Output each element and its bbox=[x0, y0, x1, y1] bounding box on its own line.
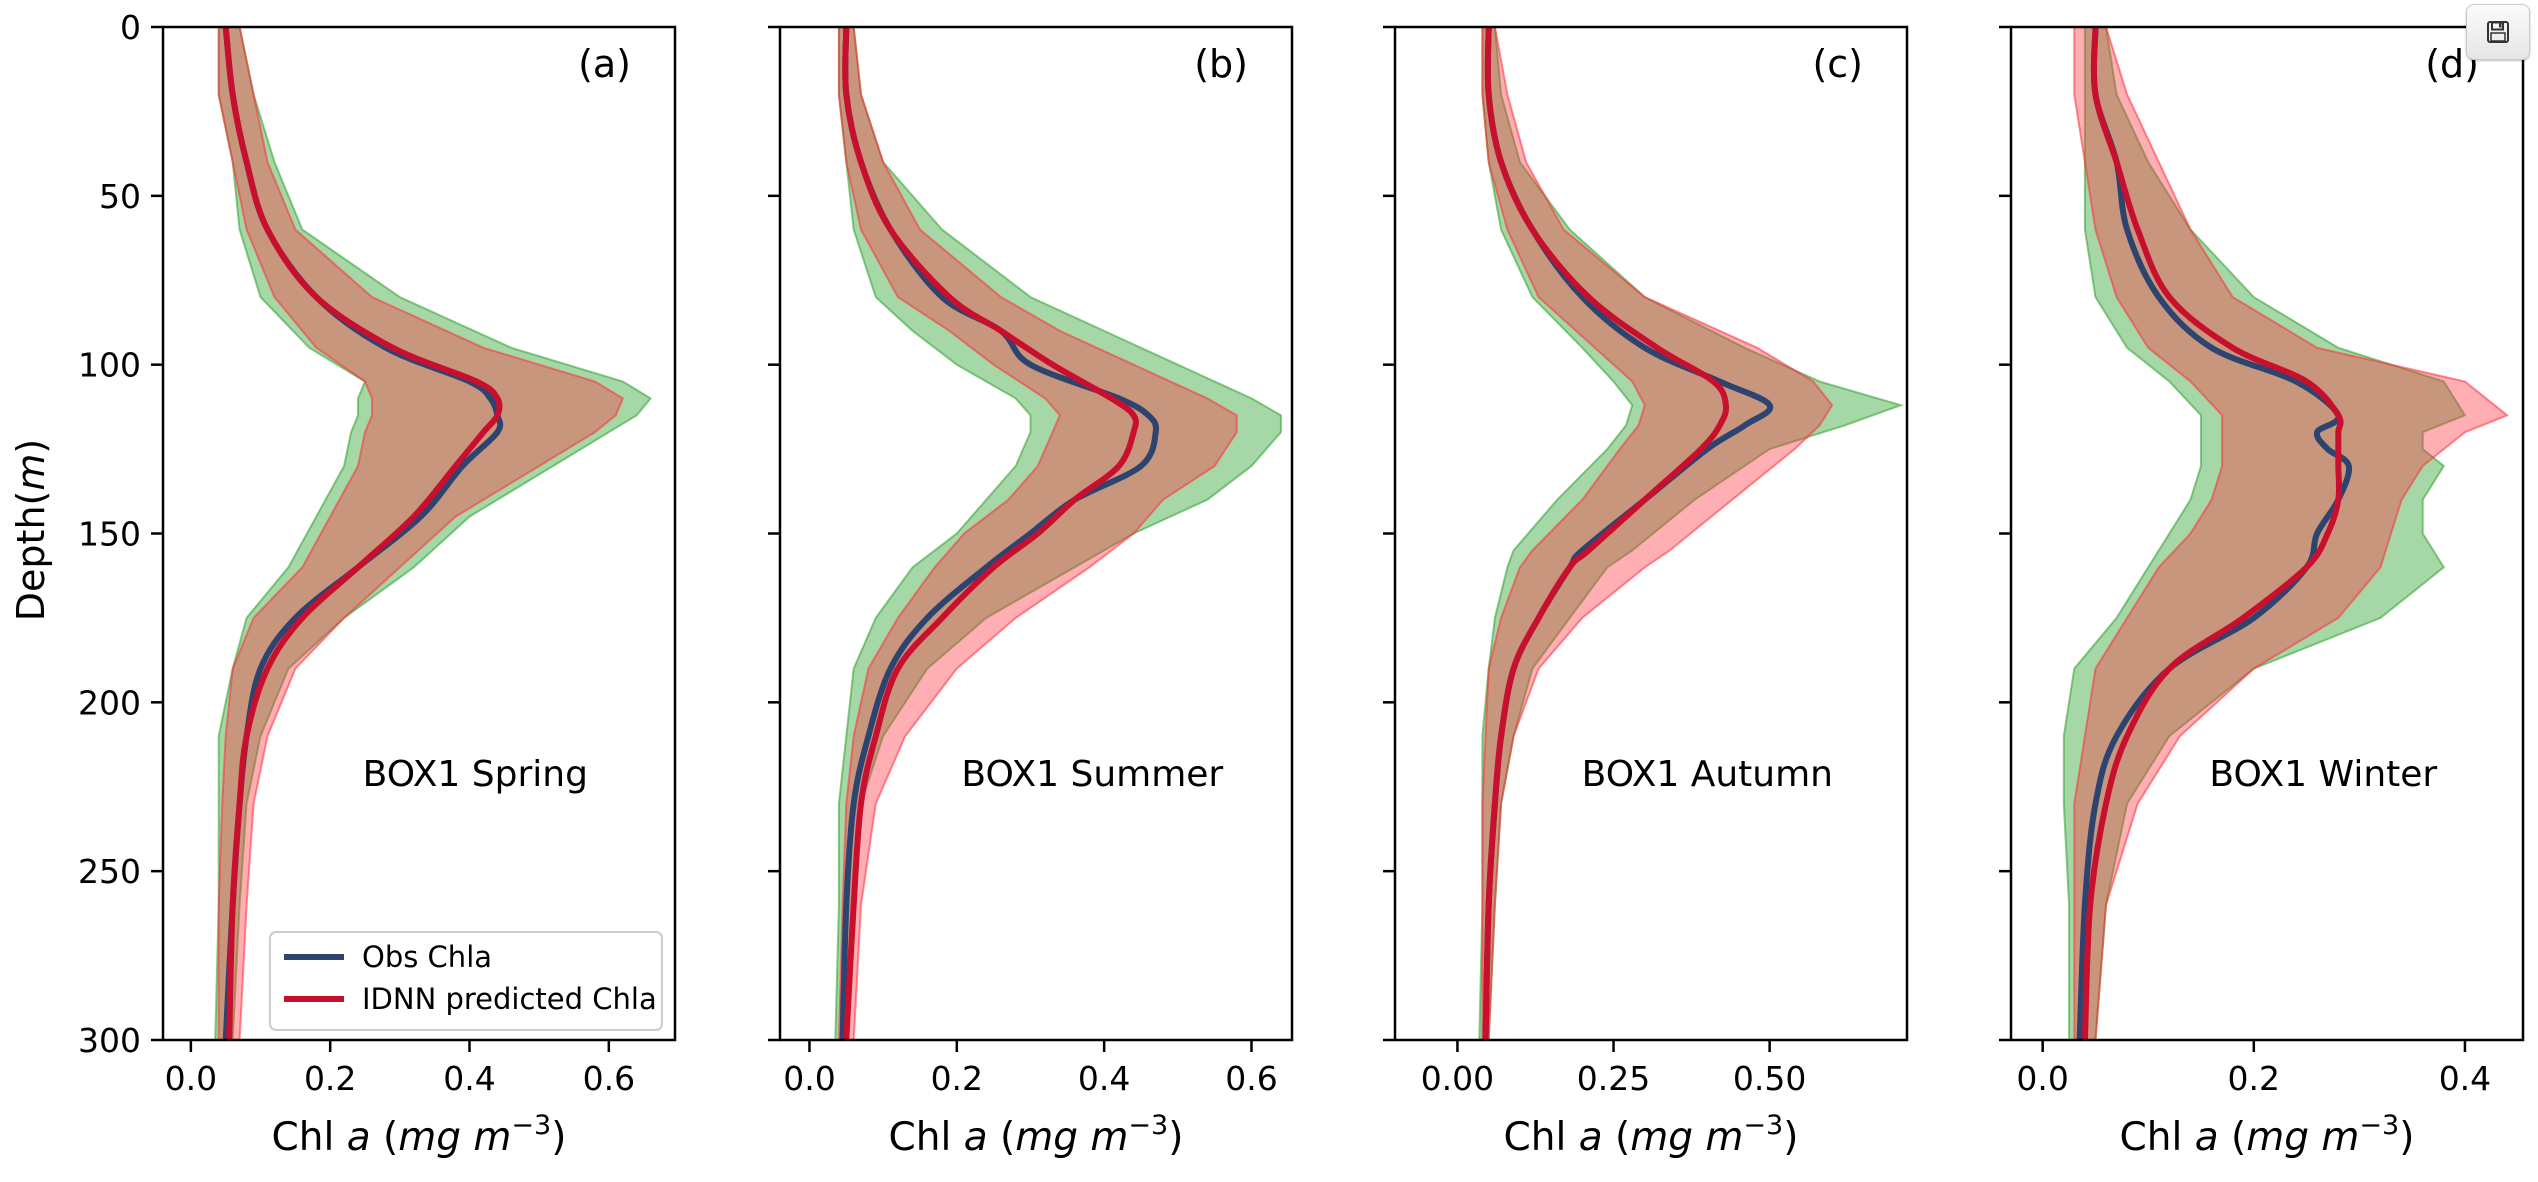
season-annotation: BOX1 Winter bbox=[2209, 754, 2437, 795]
x-tick-label: 0.00 bbox=[1421, 1059, 1494, 1098]
y-tick-label: 300 bbox=[78, 1021, 141, 1060]
pred-chla-line bbox=[222, 27, 503, 1040]
x-tick-label: 0.2 bbox=[304, 1059, 356, 1098]
floppy-disk-icon bbox=[2487, 21, 2509, 43]
panel-a: 0 50 100 150 200 250 300 0.0 0.2 0.4 0.6 Chl a (mg … bbox=[78, 8, 677, 1160]
panels: 0 50 100 150 200 250 300 0.0 0.2 0.4 0.6 Chl a (mg … bbox=[78, 8, 2525, 1160]
legend-label: Obs Chla bbox=[362, 940, 492, 974]
legend: Obs Chla IDNN predicted Chla bbox=[269, 931, 663, 1031]
obs-range-band bbox=[214, 27, 653, 1040]
pred-range-band bbox=[2073, 27, 2510, 1040]
y-axis-label: Depth(m) bbox=[9, 439, 53, 621]
y-tick-label: 100 bbox=[78, 346, 141, 385]
pred-chla-line bbox=[2081, 27, 2344, 1040]
x-tick-label: 0.4 bbox=[1078, 1059, 1130, 1098]
y-tick-label: 250 bbox=[78, 852, 141, 891]
panel-label: (b) bbox=[1194, 42, 1248, 86]
save-figure-button[interactable] bbox=[2466, 4, 2530, 60]
x-tick-label: 0.6 bbox=[1225, 1059, 1277, 1098]
panel-c: 0.00 0.25 0.50 Chl a (mg m−3) (c) BOX1 Autumn bbox=[1383, 25, 1909, 1160]
x-axis-label: Chl a (mg m−3) bbox=[1504, 1110, 1799, 1160]
obs-range-band bbox=[1478, 27, 1905, 1040]
season-annotation: BOX1 Spring bbox=[363, 754, 588, 795]
pred-chla-line bbox=[1482, 27, 1730, 1040]
y-tick-label: 200 bbox=[78, 683, 141, 722]
panel-label: (a) bbox=[578, 42, 631, 86]
panel-label: (c) bbox=[1812, 42, 1863, 86]
x-tick-label: 0.0 bbox=[783, 1059, 835, 1098]
pred-range-band bbox=[217, 27, 625, 1040]
x-tick-label: 0.2 bbox=[931, 1059, 983, 1098]
x-axis-label: Chl a (mg m−3) bbox=[2120, 1110, 2415, 1160]
obs-range-band bbox=[2062, 27, 2467, 1040]
panel-b: 0.0 0.2 0.4 0.6 Chl a (mg m−3) (b) BOX1 Summer bbox=[768, 25, 1294, 1160]
x-tick-label: 0.25 bbox=[1577, 1059, 1650, 1098]
pred-chla-line bbox=[842, 27, 1139, 1040]
x-tick-label: 0.50 bbox=[1733, 1059, 1806, 1098]
x-axis-label: Chl a (mg m−3) bbox=[272, 1110, 567, 1160]
y-tick-label: 0 bbox=[120, 8, 141, 47]
obs-chla-line bbox=[2076, 27, 2353, 1040]
x-tick-label: 0.4 bbox=[2439, 1059, 2491, 1098]
x-axis-label: Chl a (mg m−3) bbox=[889, 1110, 1184, 1160]
season-annotation: BOX1 Autumn bbox=[1582, 754, 1833, 795]
x-tick-label: 0.2 bbox=[2228, 1059, 2280, 1098]
y-tick-label: 50 bbox=[99, 177, 141, 216]
season-annotation: BOX1 Summer bbox=[961, 754, 1223, 795]
x-tick-label: 0.0 bbox=[165, 1059, 217, 1098]
legend-label: IDNN predicted Chla bbox=[362, 982, 657, 1016]
x-tick-label: 0.6 bbox=[583, 1059, 635, 1098]
obs-range-band bbox=[834, 27, 1282, 1040]
x-tick-label: 0.4 bbox=[443, 1059, 495, 1098]
y-tick-label: 150 bbox=[78, 515, 141, 554]
legend-box bbox=[269, 931, 663, 1031]
x-tick-label: 0.0 bbox=[2016, 1059, 2068, 1098]
